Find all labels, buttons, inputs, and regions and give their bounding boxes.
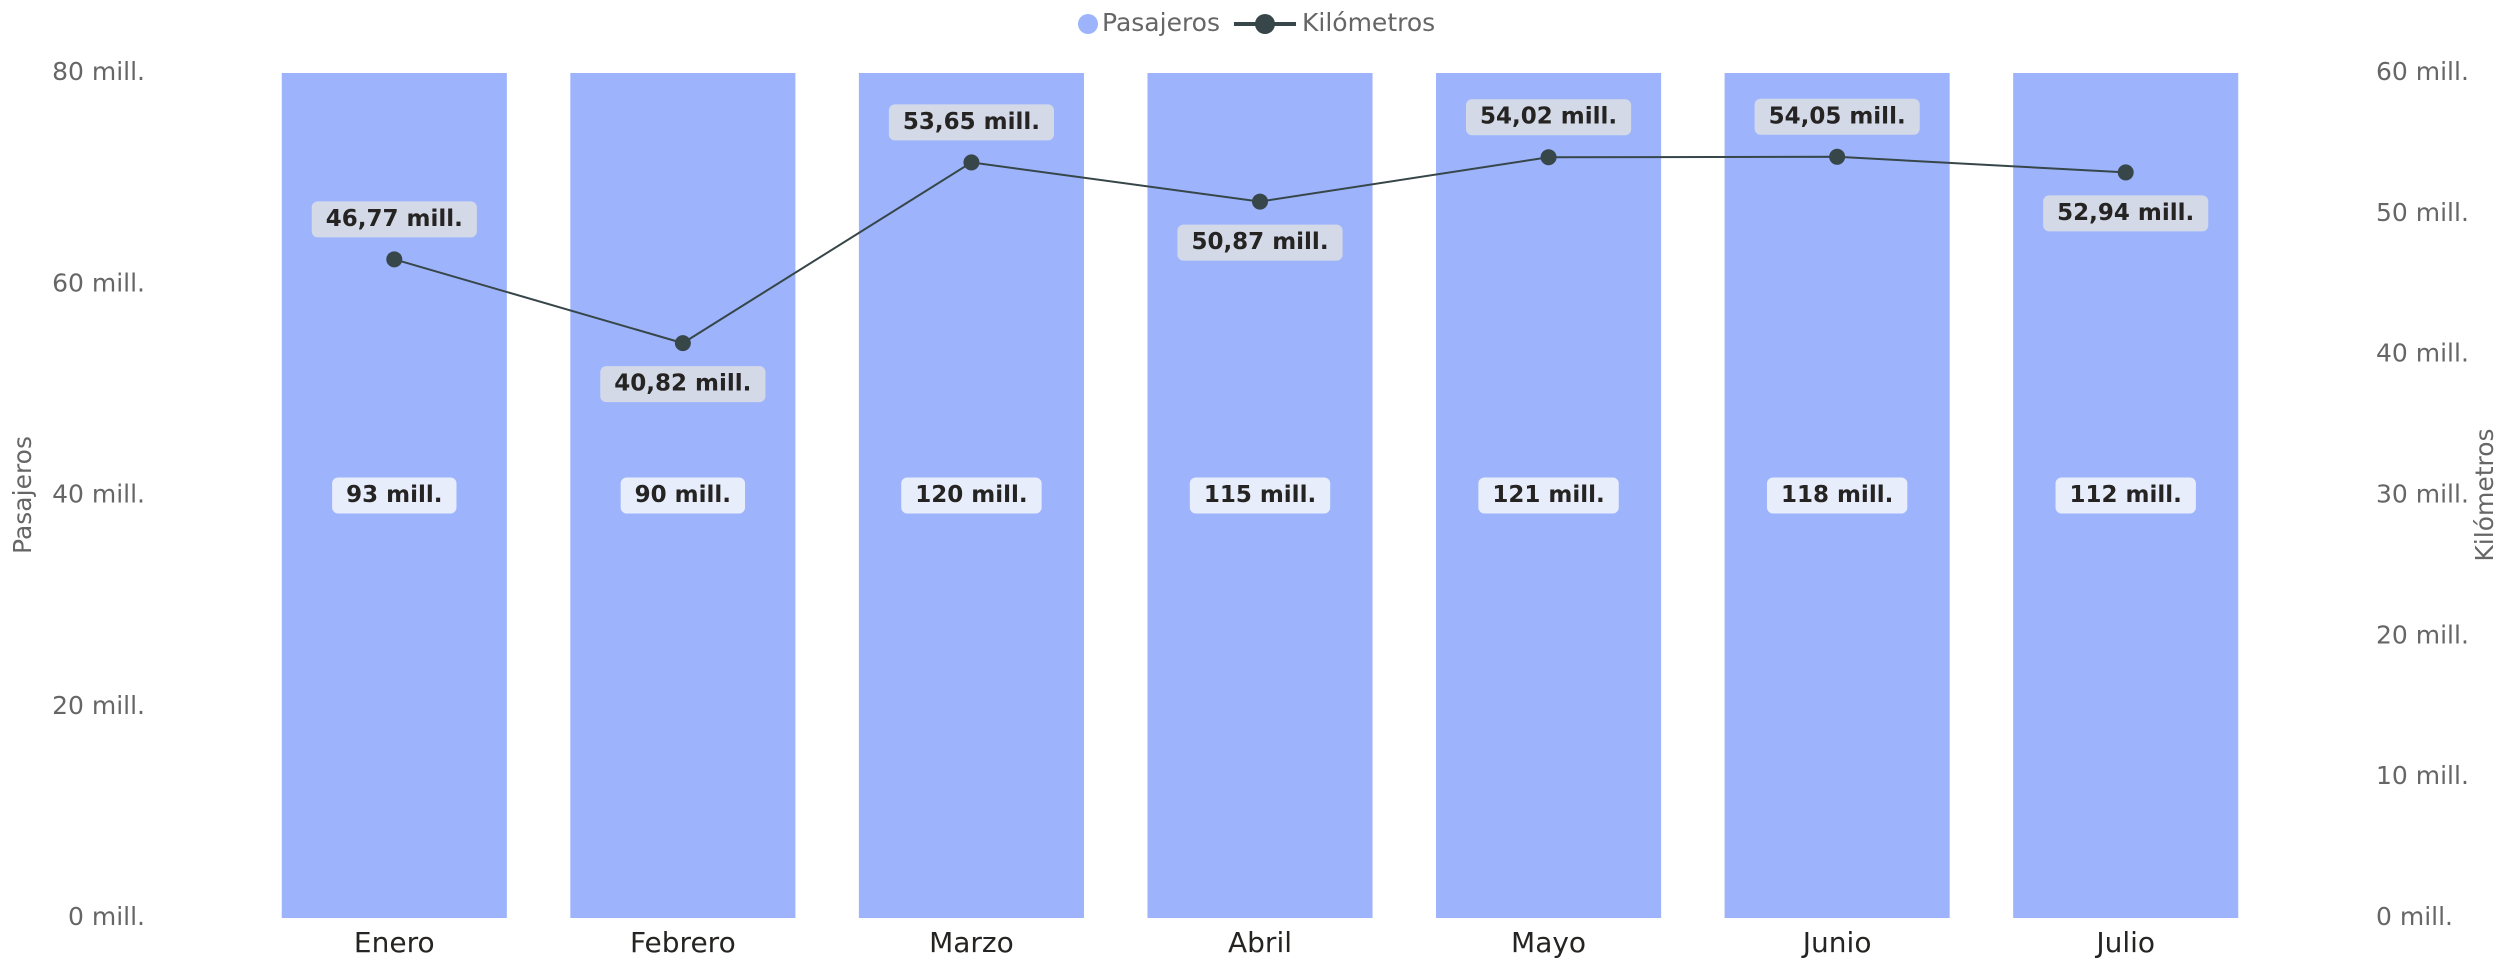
bar-data-label: 120 mill. — [915, 482, 1027, 508]
x-tick-label: Junio — [1801, 926, 1872, 959]
x-tick-label: Enero — [354, 926, 435, 959]
line-point — [2117, 164, 2134, 181]
bar-data-label: 90 mill. — [635, 482, 731, 508]
bar-data-label-group: 93 mill. — [332, 477, 457, 514]
bar-data-label-bg — [1478, 477, 1619, 514]
x-tick-label: Marzo — [929, 926, 1014, 959]
y2-tick-label: 40 mill. — [2376, 339, 2469, 368]
legend-label: Pasajeros — [1102, 8, 1220, 37]
line-data-label: 54,05 mill. — [1769, 103, 1906, 129]
line-data-label: 50,87 mill. — [1191, 229, 1328, 255]
line-data-label-bg — [1466, 99, 1632, 136]
line-data-label-bg — [2043, 195, 2209, 232]
bar-data-label-group: 90 mill. — [620, 477, 746, 514]
bar-data-label: 115 mill. — [1204, 482, 1316, 508]
y-tick-label: 20 mill. — [52, 691, 145, 720]
y2-tick-label: 20 mill. — [2376, 620, 2469, 649]
bar-data-label-group: 118 mill. — [1766, 477, 1908, 514]
line-data-label-group: 40,82 mill. — [600, 366, 766, 403]
line-point — [1252, 193, 1268, 210]
line-data-label: 52,94 mill. — [2057, 200, 2194, 226]
line-point — [386, 251, 403, 268]
bar-data-label-bg — [620, 477, 746, 514]
bar — [281, 73, 507, 918]
bar-data-label-group: 121 mill. — [1478, 477, 1619, 514]
line-data-label-group: 52,94 mill. — [2043, 195, 2209, 232]
bar-data-label: 121 mill. — [1492, 482, 1604, 508]
line-data-label: 46,77 mill. — [326, 206, 463, 232]
legend-label: Kilómetros — [1302, 8, 1435, 37]
y-tick-label: 60 mill. — [52, 268, 145, 297]
line-data-label-group: 50,87 mill. — [1177, 224, 1343, 261]
y-axis-title: Pasajeros — [8, 436, 37, 554]
line-data-label-bg — [888, 104, 1054, 141]
y-tick-label: 80 mill. — [52, 57, 145, 86]
line-data-label: 40,82 mill. — [614, 371, 751, 397]
x-tick-label: Febrero — [630, 926, 736, 959]
bar — [2013, 73, 2239, 918]
y2-tick-label: 60 mill. — [2376, 57, 2469, 86]
bar-data-label: 93 mill. — [346, 482, 442, 508]
line-data-label-bg — [1754, 98, 1920, 135]
y2-tick-label: 10 mill. — [2376, 761, 2469, 790]
y2-tick-label: 30 mill. — [2376, 480, 2469, 509]
bar-data-label: 112 mill. — [2070, 482, 2182, 508]
y2-tick-label: 0 mill. — [2376, 902, 2453, 931]
line-data-label-group: 46,77 mill. — [311, 201, 477, 238]
line-data-label-group: 54,02 mill. — [1466, 99, 1632, 136]
line-data-label-group: 53,65 mill. — [888, 104, 1054, 141]
y-tick-label: 40 mill. — [52, 480, 145, 509]
bar-data-label-bg — [901, 477, 1042, 514]
bar-data-label-bg — [2055, 477, 2196, 514]
y2-axis-title: Kilómetros — [2470, 428, 2499, 561]
legend-swatch — [1078, 14, 1098, 34]
line-data-label-bg — [311, 201, 477, 238]
line-point — [963, 154, 980, 171]
y2-tick-label: 50 mill. — [2376, 198, 2469, 227]
bar-data-label-group: 112 mill. — [2055, 477, 2196, 514]
bar-data-label-bg — [1766, 477, 1908, 514]
bar-data-label: 118 mill. — [1781, 482, 1893, 508]
line-data-label: 54,02 mill. — [1480, 104, 1617, 130]
bar-data-label-bg — [1189, 477, 1331, 514]
line-data-label-bg — [600, 366, 766, 403]
line-data-label-bg — [1177, 224, 1343, 261]
bar — [570, 73, 796, 918]
line-point — [1540, 149, 1557, 166]
line-point — [1829, 148, 1846, 165]
line-data-label-group: 54,05 mill. — [1754, 98, 1920, 135]
x-tick-label: Abril — [1228, 926, 1292, 959]
bar — [1147, 73, 1373, 918]
bar-data-label-bg — [332, 477, 457, 514]
bar-data-label-group: 120 mill. — [901, 477, 1042, 514]
line-point — [674, 335, 691, 352]
legend-swatch — [1255, 14, 1275, 34]
bar — [1724, 73, 1950, 918]
bar — [1436, 73, 1662, 918]
bar-data-label-group: 115 mill. — [1189, 477, 1331, 514]
y-tick-label: 0 mill. — [68, 902, 145, 931]
x-tick-label: Mayo — [1511, 926, 1586, 959]
line-data-label: 53,65 mill. — [903, 109, 1040, 135]
x-tick-label: Julio — [2094, 926, 2155, 959]
